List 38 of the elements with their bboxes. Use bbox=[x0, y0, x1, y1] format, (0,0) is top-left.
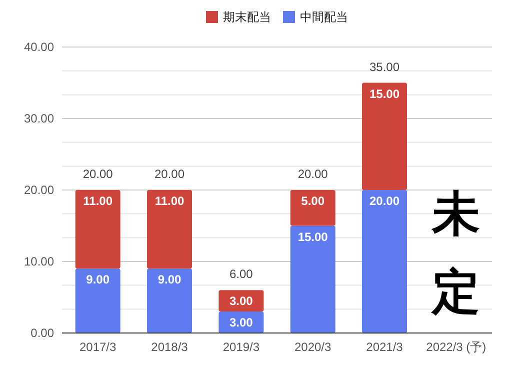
y-tick-label: 30.00 bbox=[24, 112, 54, 126]
bar bbox=[362, 190, 407, 333]
bar bbox=[75, 190, 120, 269]
bar bbox=[362, 82, 407, 190]
x-tick-label: 2022/3 (予) bbox=[426, 340, 486, 354]
bar bbox=[75, 268, 120, 333]
annotation: 定 bbox=[430, 266, 480, 319]
data-label: 20.00 bbox=[369, 194, 400, 208]
y-tick-label: 10.00 bbox=[24, 254, 54, 268]
total-label: 20.00 bbox=[298, 167, 328, 181]
total-label: 35.00 bbox=[369, 60, 400, 74]
bar bbox=[147, 190, 192, 269]
total-label: 20.00 bbox=[82, 167, 114, 181]
data-label: 9.00 bbox=[86, 272, 110, 287]
x-tick-label: 2019/3 bbox=[222, 340, 260, 354]
y-tick-label: 20.00 bbox=[24, 183, 54, 197]
data-label: 15.00 bbox=[369, 86, 400, 101]
y-tick-label: 40.00 bbox=[24, 40, 54, 54]
bar bbox=[147, 268, 192, 333]
data-label: 3.00 bbox=[229, 316, 254, 330]
data-label: 11.00 bbox=[154, 194, 185, 208]
total-label: 6.00 bbox=[229, 267, 254, 282]
data-label: 11.00 bbox=[83, 194, 113, 208]
x-tick-label: 2018/3 bbox=[151, 340, 188, 354]
legend-label: 中間配当 bbox=[300, 10, 348, 24]
x-tick-label: 2017/3 bbox=[79, 340, 117, 354]
data-label: 9.00 bbox=[158, 272, 182, 287]
annotation: 未 bbox=[431, 188, 480, 241]
y-tick-label: 0.00 bbox=[30, 326, 54, 340]
bar bbox=[290, 226, 336, 333]
data-label: 3.00 bbox=[229, 294, 254, 308]
legend-label: 期末配当 bbox=[223, 10, 271, 24]
data-label: 5.00 bbox=[301, 194, 325, 208]
x-tick-label: 2020/3 bbox=[294, 340, 332, 354]
bar bbox=[290, 190, 336, 226]
total-label: 20.00 bbox=[154, 167, 185, 181]
data-label: 15.00 bbox=[298, 230, 328, 244]
x-tick-label: 2021/3 bbox=[366, 340, 404, 354]
